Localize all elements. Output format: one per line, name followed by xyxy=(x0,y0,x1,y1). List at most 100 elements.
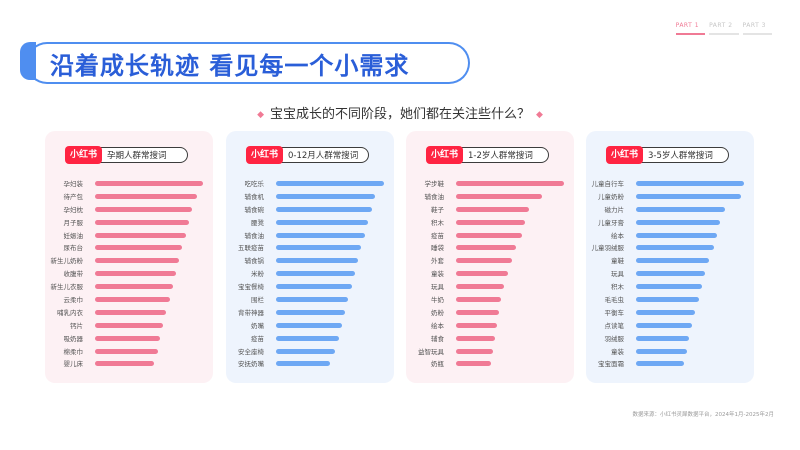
bar xyxy=(95,232,186,238)
bar xyxy=(456,193,543,199)
bar-label: 围栏 xyxy=(251,296,264,305)
bar-label: 奶嘴 xyxy=(251,321,264,330)
bar-label: 外套 xyxy=(431,257,444,266)
part-3-tab[interactable]: PART 3 xyxy=(742,22,772,35)
bar xyxy=(456,258,513,264)
bar-row: 辅食碗 xyxy=(236,204,388,217)
bar-label: 宝宝面霜 xyxy=(598,360,624,369)
bar-row: 益智玩具 xyxy=(416,346,568,359)
bar-row: 五联疫苗 xyxy=(236,242,388,255)
bar-label: 童鞋 xyxy=(611,257,624,266)
bar xyxy=(276,245,362,251)
bar xyxy=(95,335,160,341)
bar-label: 儿童奶粉 xyxy=(598,192,624,201)
bar-label: 疫苗 xyxy=(251,334,264,343)
bar xyxy=(636,271,706,277)
bar-label: 绘本 xyxy=(431,321,444,330)
panel-0-12-months: 小红书 0-12月人群常搜词 吃吃乐 辅食机 辅食碗 腰凳 辅食油 五联疫苗 辅食锅 米粉 宝宝… xyxy=(226,131,394,383)
bar-label: 儿童牙膏 xyxy=(598,218,624,227)
bar-row: 钙片 xyxy=(55,320,207,333)
panel-3-5-years: 小红书 3-5岁人群常搜词 儿童自行车 儿童奶粉 磁力片 儿童牙膏 绘本 儿童羽绒服 童鞋玩… xyxy=(586,131,754,383)
bar-row: 牛奶 xyxy=(416,294,568,307)
diamond-left-icon: ◆ xyxy=(257,110,264,120)
bar-label: 辅食碗 xyxy=(244,205,265,214)
bar xyxy=(276,193,376,199)
bar-label: 妊娠油 xyxy=(63,231,84,240)
bar-label: 绘本 xyxy=(611,231,624,240)
bar xyxy=(276,322,342,328)
bar-row: 毛毛虫 xyxy=(596,294,748,307)
bar xyxy=(636,206,725,212)
bar xyxy=(456,284,504,290)
bar-label: 奶瓶 xyxy=(431,360,444,369)
bar xyxy=(95,271,176,277)
part-3-label: PART 3 xyxy=(742,22,766,29)
bar-row: 童装 xyxy=(416,268,568,281)
bar-label: 童装 xyxy=(611,347,624,356)
bar xyxy=(95,322,164,328)
bar-row: 辅食油 xyxy=(236,230,388,243)
bar-label: 童装 xyxy=(431,270,444,279)
part-1-tab[interactable]: PART 1 xyxy=(675,22,706,35)
bar xyxy=(636,245,714,251)
panel-header: 小红书 3-5岁人群常搜词 xyxy=(606,146,729,164)
bar xyxy=(636,309,696,315)
part-1-label: PART 1 xyxy=(675,22,700,29)
panel-header: 小红书 1-2岁人群常搜词 xyxy=(426,146,549,164)
bar xyxy=(276,361,330,367)
bar-label: 辅食锅 xyxy=(244,257,265,266)
bar-row: 辅食 xyxy=(416,333,568,346)
bar-row: 羽绒服 xyxy=(596,333,748,346)
bar xyxy=(276,258,359,264)
bar-label: 疫苗 xyxy=(431,231,444,240)
bar xyxy=(456,232,522,238)
bar-row: 背带神器 xyxy=(236,307,388,320)
bar-label: 孕妇枕 xyxy=(63,205,84,214)
bar-label: 积木 xyxy=(611,283,624,292)
bar-label: 新生儿奶粉 xyxy=(50,257,84,266)
panel-title: 1-2岁人群常搜词 xyxy=(468,151,533,161)
bar xyxy=(95,181,203,186)
bar-row: 奶嘴 xyxy=(236,320,388,333)
xiaohongshu-logo: 小红书 xyxy=(65,146,102,164)
bar-row: 玩具 xyxy=(416,281,568,294)
bar xyxy=(456,309,500,315)
bar-label: 羽绒服 xyxy=(604,334,625,343)
bar-row: 辅食机 xyxy=(236,191,388,204)
bar-row: 孕妇枕 xyxy=(55,204,207,217)
bar xyxy=(456,348,493,354)
bar-rows: 吃吃乐 辅食机 辅食碗 腰凳 辅食油 五联疫苗 辅食锅 米粉 宝宝餐椅 围栏 背带神器 奶嘴 疫苗 安全座… xyxy=(236,178,388,371)
bar xyxy=(456,219,526,225)
bar-row: 棉柔巾 xyxy=(55,346,207,359)
bar-label: 待产包 xyxy=(63,192,84,201)
bar-label: 玩具 xyxy=(431,283,444,292)
bar-row: 宝宝面霜 xyxy=(596,358,748,371)
panel-1-2-years: 小红书 1-2岁人群常搜词 学步鞋 辅食油 鞋子 积木 疫苗 睡袋 外套 童装 玩具 牛奶 奶粉 绘本… xyxy=(406,131,574,383)
bar-row: 玩具 xyxy=(596,268,748,281)
panel-header: 小红书 孕期人群常搜词 xyxy=(65,146,188,164)
bar-row: 待产包 xyxy=(55,191,207,204)
bar-label: 辅食 xyxy=(431,334,444,343)
bar xyxy=(276,271,355,277)
bar-row: 尿布台 xyxy=(55,242,207,255)
bar xyxy=(95,297,170,303)
bar xyxy=(276,335,339,341)
bar-row: 吃吃乐 xyxy=(236,178,388,191)
title-banner: 沿着成长轨迹 看见每一个小需求 xyxy=(20,38,470,86)
part-2-label: PART 2 xyxy=(709,22,733,29)
bar-label: 吸奶器 xyxy=(63,334,84,343)
panel-header: 小红书 0-12月人群常搜词 xyxy=(246,146,369,164)
bar xyxy=(276,181,384,186)
panel-title: 3-5岁人群常搜词 xyxy=(648,151,713,161)
panel-title: 0-12月人群常搜词 xyxy=(288,151,359,161)
bar-label: 睡袋 xyxy=(431,244,444,253)
bar-row: 腰凳 xyxy=(236,217,388,230)
part-2-tab[interactable]: PART 2 xyxy=(709,22,739,35)
bar xyxy=(95,219,189,225)
bar xyxy=(95,258,180,264)
bar xyxy=(276,232,365,238)
part-2-indicator xyxy=(709,33,739,35)
bar-label: 平衡车 xyxy=(604,308,625,317)
bar-label: 益智玩具 xyxy=(418,347,444,356)
bar-row: 童鞋 xyxy=(596,255,748,268)
